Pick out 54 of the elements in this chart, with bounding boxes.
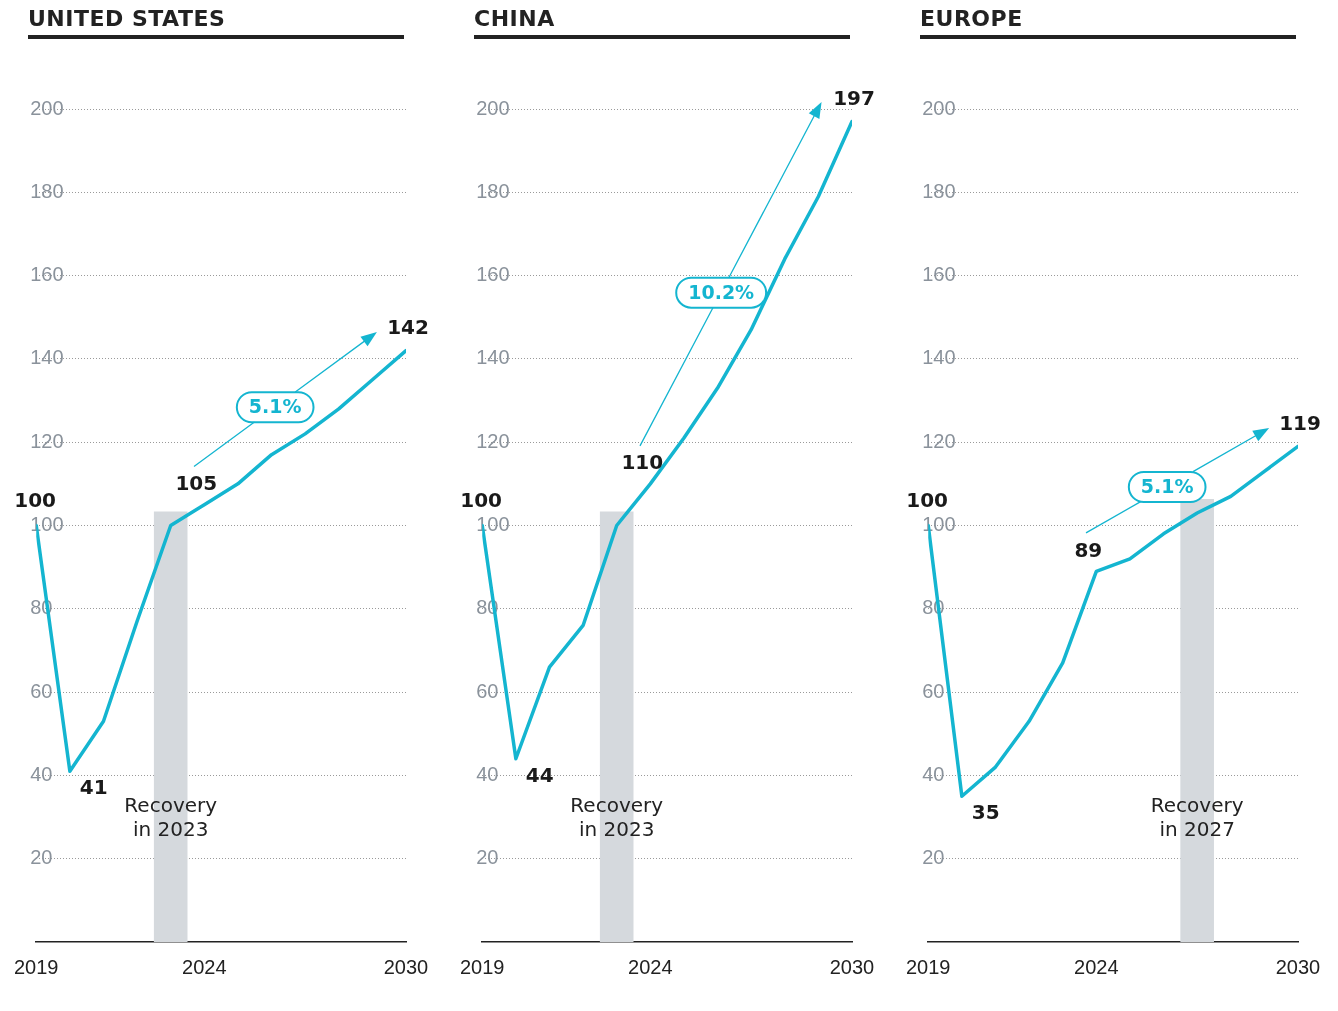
data-label: 119 bbox=[1279, 410, 1321, 435]
x-tick-label: 2019 bbox=[460, 955, 505, 978]
y-tick-label: 200 bbox=[30, 96, 64, 119]
band-label: Recovery in 2027 bbox=[1150, 793, 1244, 841]
y-tick-label: 160 bbox=[922, 263, 956, 286]
y-tick-label: 20 bbox=[922, 846, 945, 869]
y-tick-label: 40 bbox=[476, 762, 499, 785]
x-tick-label: 2024 bbox=[1074, 955, 1119, 978]
y-tick-label: 100 bbox=[476, 513, 510, 536]
band-label: Recovery in 2023 bbox=[124, 793, 218, 841]
y-tick-label: 200 bbox=[922, 96, 956, 119]
y-tick-label: 40 bbox=[922, 762, 945, 785]
y-tick-label: 180 bbox=[30, 179, 64, 202]
y-tick-label: 140 bbox=[30, 346, 64, 369]
y-tick-label: 20 bbox=[30, 846, 53, 869]
band-label: Recovery in 2023 bbox=[570, 793, 664, 841]
data-label: 105 bbox=[175, 470, 218, 495]
x-tick-label: 2024 bbox=[182, 955, 227, 978]
data-label: 110 bbox=[621, 450, 664, 475]
data-label: 41 bbox=[79, 775, 108, 800]
data-label: 142 bbox=[387, 314, 429, 339]
data-label: 89 bbox=[1074, 537, 1103, 562]
y-tick-label: 140 bbox=[922, 346, 956, 369]
y-tick-label: 40 bbox=[30, 762, 53, 785]
data-label: 35 bbox=[971, 800, 1000, 825]
chart-title: EUROPE bbox=[920, 6, 1296, 39]
x-tick-label: 2030 bbox=[1275, 955, 1321, 978]
y-tick-label: 100 bbox=[922, 513, 956, 536]
y-tick-label: 160 bbox=[476, 263, 510, 286]
chart-title: UNITED STATES bbox=[28, 6, 404, 39]
data-label: 197 bbox=[833, 85, 875, 110]
y-tick-label: 160 bbox=[30, 263, 64, 286]
y-tick-label: 60 bbox=[30, 679, 53, 702]
y-tick-label: 120 bbox=[30, 429, 64, 452]
annotation: 10.2% bbox=[688, 280, 755, 303]
y-tick-label: 180 bbox=[922, 179, 956, 202]
y-tick-label: 60 bbox=[922, 679, 945, 702]
x-tick-label: 2019 bbox=[14, 955, 59, 978]
y-tick-label: 120 bbox=[476, 429, 510, 452]
annotation: 5.1% bbox=[248, 395, 302, 418]
x-tick-label: 2030 bbox=[829, 955, 875, 978]
annotation: 5.1% bbox=[1140, 474, 1194, 497]
x-tick-label: 2019 bbox=[906, 955, 951, 978]
x-tick-label: 2030 bbox=[383, 955, 429, 978]
y-tick-label: 120 bbox=[922, 429, 956, 452]
y-tick-label: 200 bbox=[476, 96, 510, 119]
y-tick-label: 140 bbox=[476, 346, 510, 369]
y-tick-label: 20 bbox=[476, 846, 499, 869]
data-label: 44 bbox=[525, 762, 554, 787]
x-tick-label: 2024 bbox=[628, 955, 673, 978]
y-tick-label: 180 bbox=[476, 179, 510, 202]
y-tick-label: 60 bbox=[476, 679, 499, 702]
chart-title: CHINA bbox=[474, 6, 850, 39]
y-tick-label: 100 bbox=[30, 513, 64, 536]
